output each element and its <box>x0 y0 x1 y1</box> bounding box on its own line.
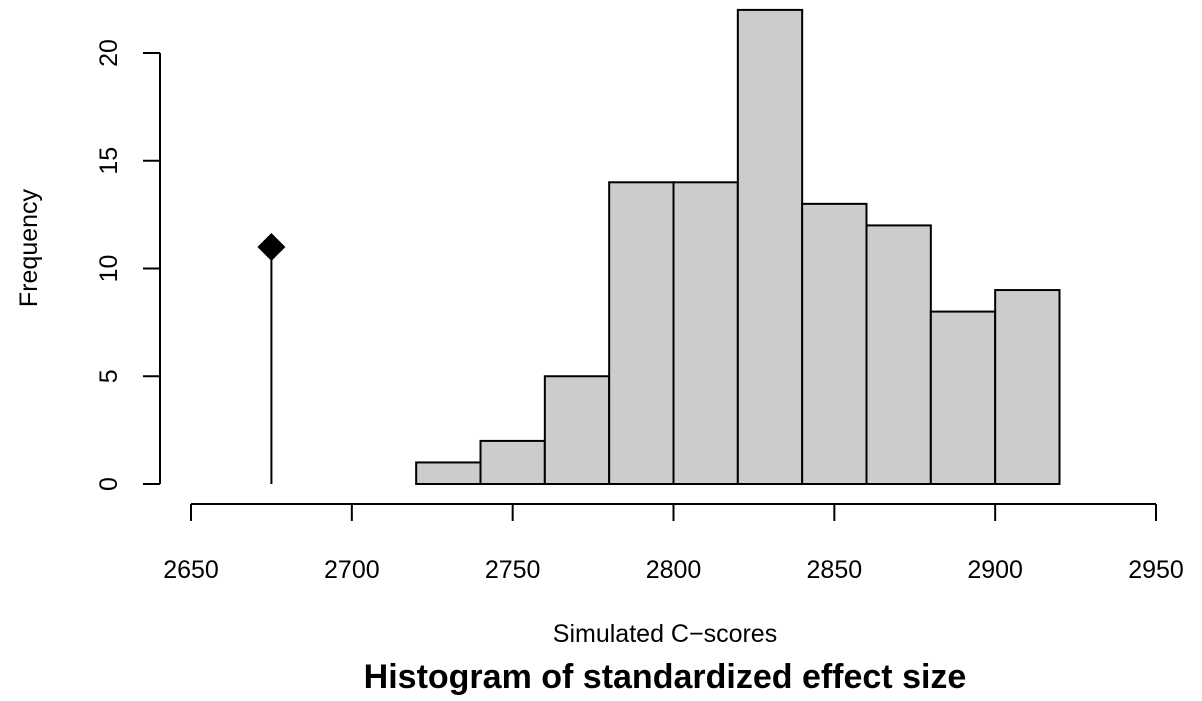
y-tick-label-15: 15 <box>95 147 123 175</box>
histogram-bar-3 <box>543 375 611 485</box>
y-tick-label-5: 5 <box>95 369 123 383</box>
histogram-bar-1 <box>415 461 482 486</box>
chart-title: Histogram of standardized effect size <box>364 658 967 696</box>
marker-layer <box>257 232 286 484</box>
x-axis: 2650 2700 2750 2800 2850 2900 2950 <box>163 503 1184 584</box>
histogram-bar-8 <box>865 224 932 485</box>
y-axis: 0 5 10 15 20 <box>95 39 161 491</box>
x-tick-label-2650: 2650 <box>163 556 219 584</box>
x-tick-label-2750: 2750 <box>485 556 541 584</box>
y-tick-label-10: 10 <box>95 255 123 283</box>
y-tick-label-0: 0 <box>95 477 123 491</box>
x-tick-label-2700: 2700 <box>324 556 380 584</box>
histogram-bar-5 <box>672 181 739 486</box>
histogram-bar-9 <box>929 310 997 485</box>
y-tick-label-20: 20 <box>95 39 123 67</box>
histogram-bar-10 <box>994 289 1061 485</box>
x-tick-label-2800: 2800 <box>646 556 702 584</box>
x-tick-label-2850: 2850 <box>807 556 863 584</box>
histogram-bar-7 <box>801 202 868 485</box>
histogram-bar-4 <box>608 181 675 486</box>
x-axis-title: Simulated C−scores <box>553 620 777 648</box>
x-tick-label-2950: 2950 <box>1128 556 1184 584</box>
x-tick-label-2900: 2900 <box>967 556 1023 584</box>
bars-layer <box>415 8 1061 486</box>
histogram-bar-6 <box>736 8 804 486</box>
y-axis-title: Frequency <box>15 188 43 307</box>
histogram-bar-2 <box>479 439 546 485</box>
observed-value-marker <box>257 232 286 261</box>
